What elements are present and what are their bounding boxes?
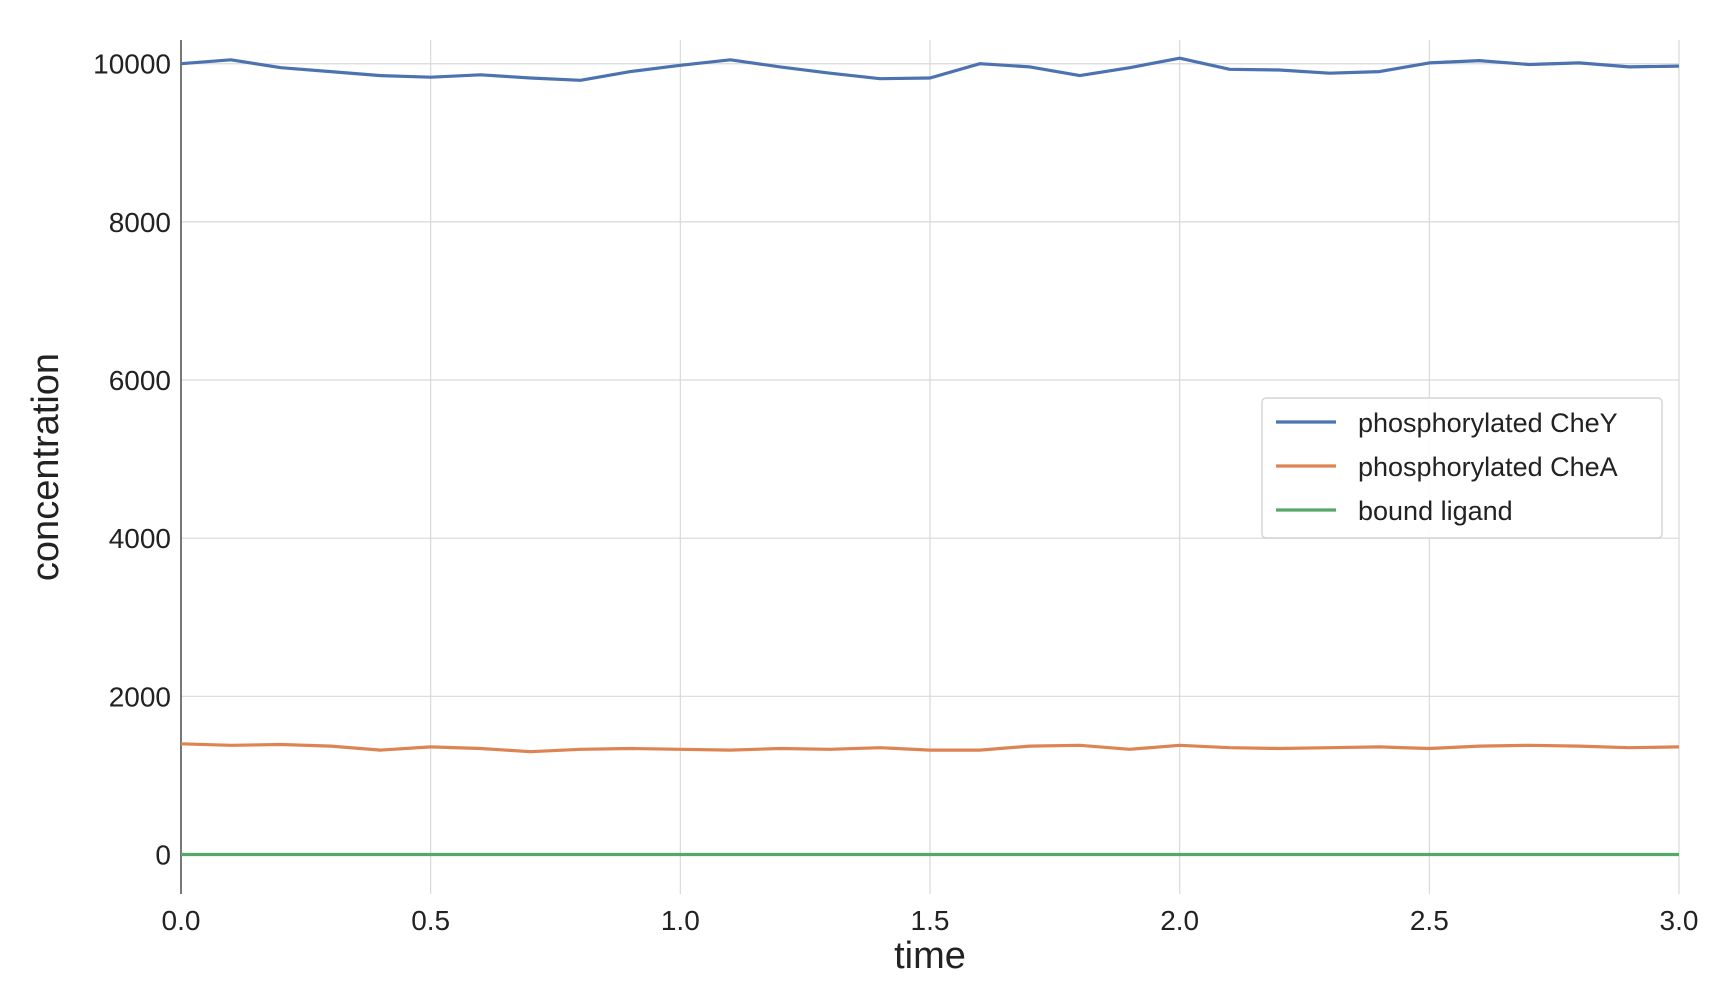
y-tick-label: 8000 — [109, 207, 171, 238]
x-tick-label: 2.5 — [1410, 905, 1449, 936]
legend-label: phosphorylated CheY — [1358, 408, 1618, 438]
x-axis-label: time — [894, 935, 966, 977]
legend-label: bound ligand — [1358, 496, 1513, 526]
y-tick-label: 0 — [155, 839, 171, 870]
y-tick-label: 2000 — [109, 681, 171, 712]
x-tick-label: 2.0 — [1160, 905, 1199, 936]
x-tick-label: 0.5 — [411, 905, 450, 936]
legend-box — [1261, 397, 1663, 539]
y-tick-label: 4000 — [109, 523, 171, 554]
x-tick-label: 1.5 — [911, 905, 950, 936]
x-tick-label: 0.0 — [162, 905, 201, 936]
series-line-phosphorylated-chea — [180, 742, 1680, 754]
tick-labels: 0.0 0.5 1.0 1.5 2.0 2.5 3.0 0 2000 4000 6000 8000 10… — [93, 49, 1698, 936]
y-tick-label: 10000 — [93, 49, 171, 80]
legend-label: phosphorylated CheA — [1358, 452, 1618, 482]
legend: phosphorylated CheY phosphorylated CheA bo… — [1261, 397, 1663, 539]
series-lines — [180, 56, 1680, 857]
y-tick-label: 6000 — [109, 365, 171, 396]
y-axis-label: concentration — [25, 353, 67, 581]
x-tick-label: 1.0 — [661, 905, 700, 936]
series-line-phosphorylated-chey — [180, 56, 1680, 82]
x-tick-label: 3.0 — [1660, 905, 1699, 936]
